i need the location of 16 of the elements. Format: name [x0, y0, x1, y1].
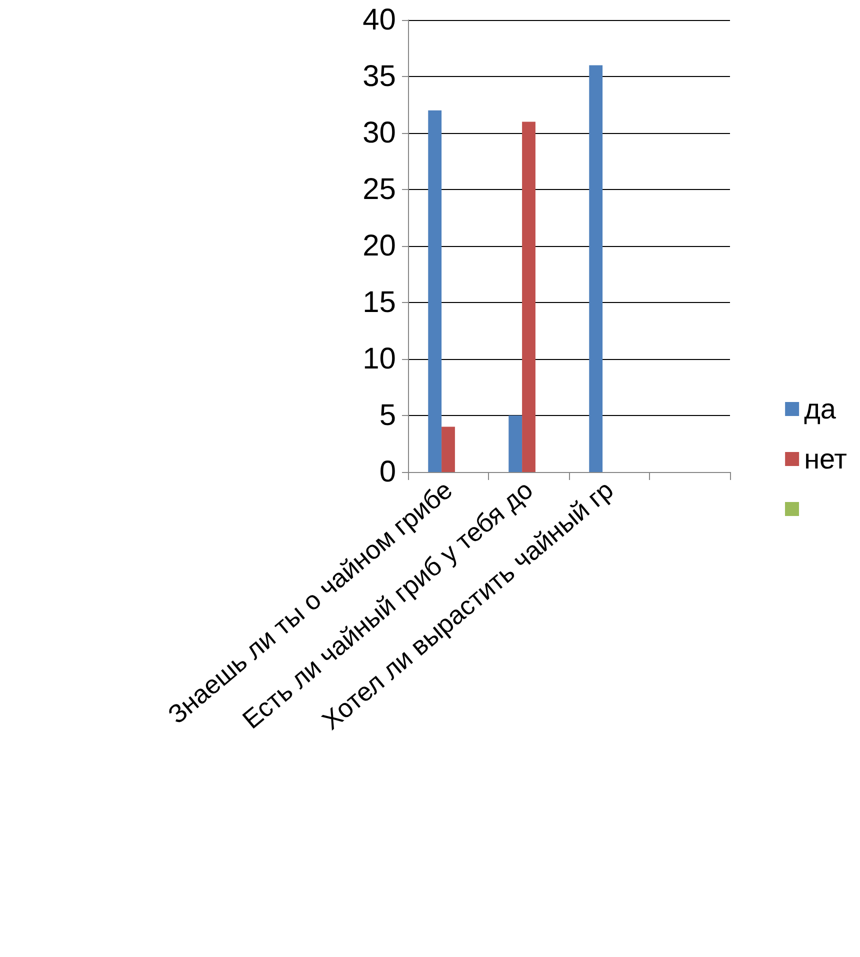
y-tick-label: 10 [362, 342, 396, 376]
y-tick-label: 5 [379, 399, 396, 432]
y-tick-label: 30 [362, 116, 396, 150]
bar [508, 416, 522, 472]
legend-label: да [804, 394, 836, 424]
bar [428, 110, 442, 472]
bar [442, 426, 455, 472]
bar [589, 65, 603, 472]
legend-label: нет [804, 444, 848, 474]
y-tick-label: 0 [379, 456, 396, 488]
y-tick-label: 20 [362, 230, 396, 262]
y-tick-label: 15 [362, 286, 396, 319]
bar [522, 122, 536, 472]
y-tick-label: 40 [362, 4, 396, 36]
y-tick-label: 35 [362, 60, 396, 93]
y-tick-label: 25 [362, 173, 396, 206]
